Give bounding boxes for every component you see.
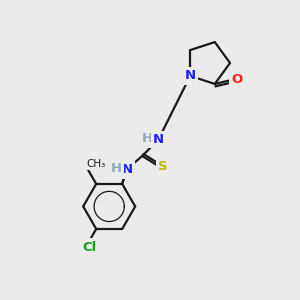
Text: H: H bbox=[111, 162, 122, 176]
Text: N: N bbox=[153, 134, 164, 146]
Text: S: S bbox=[158, 160, 168, 173]
Text: N: N bbox=[122, 164, 133, 176]
Text: O: O bbox=[231, 74, 242, 86]
Text: H: H bbox=[142, 132, 153, 146]
Text: CH₃: CH₃ bbox=[86, 159, 106, 169]
Text: Cl: Cl bbox=[82, 241, 96, 254]
Text: N: N bbox=[184, 69, 196, 82]
